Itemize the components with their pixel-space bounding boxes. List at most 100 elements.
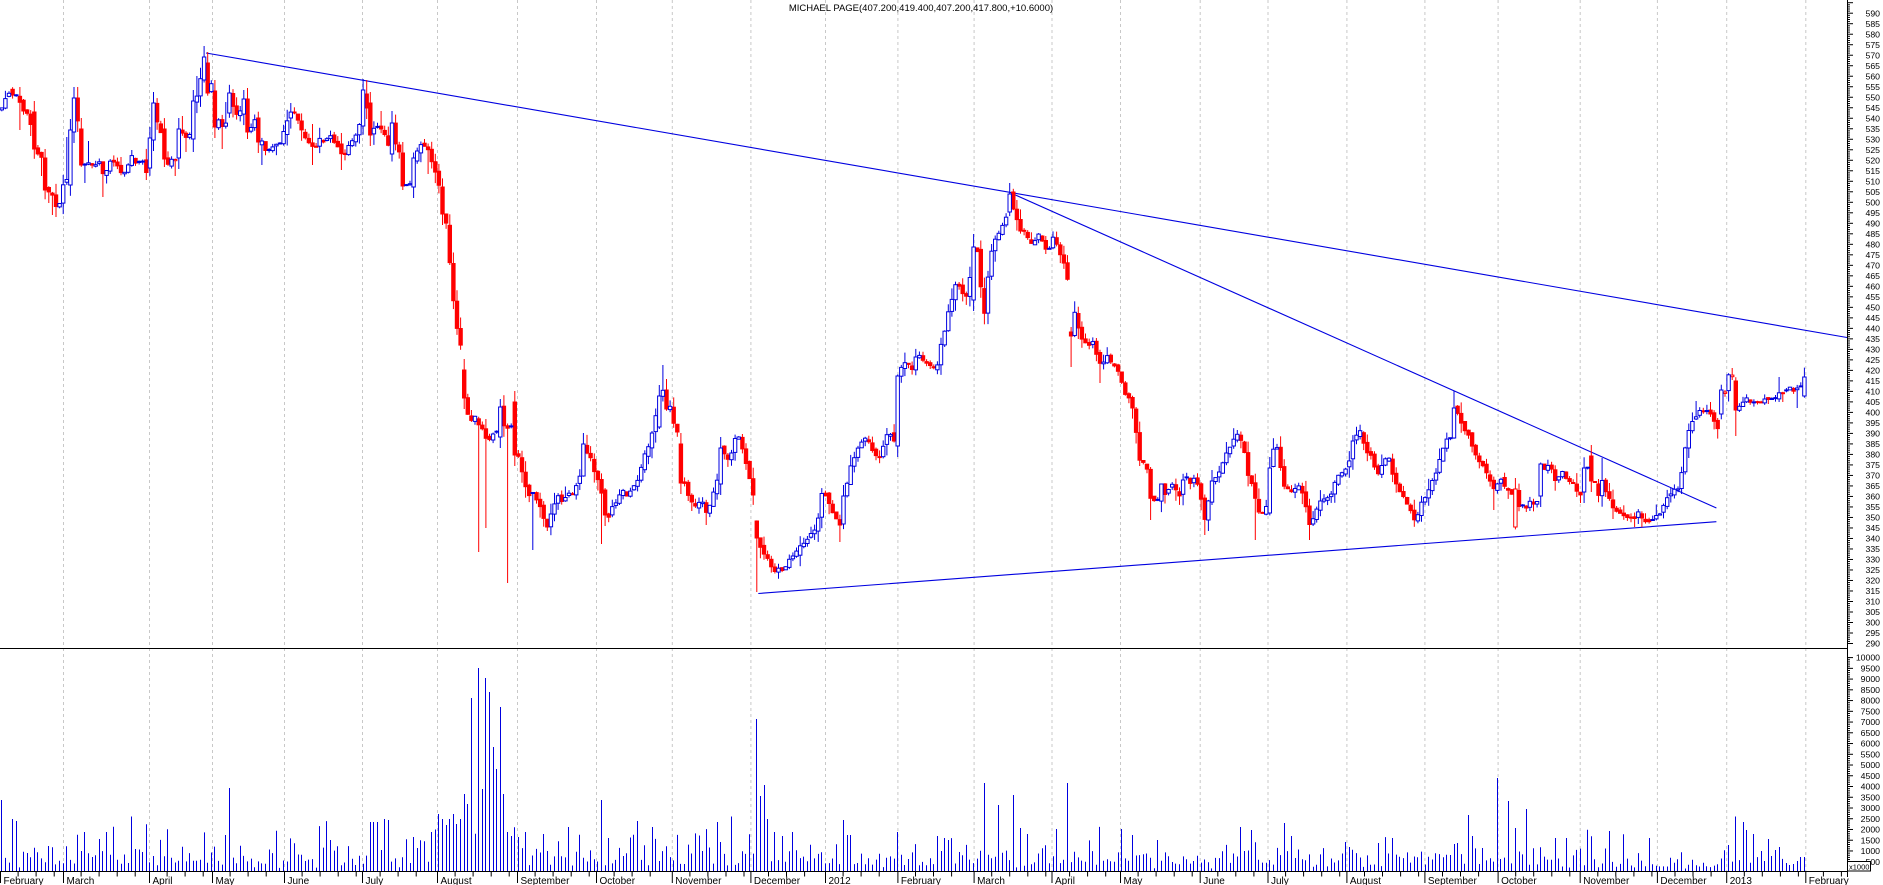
svg-text:2000: 2000	[1861, 825, 1880, 835]
svg-text:345: 345	[1866, 523, 1881, 533]
svg-text:520: 520	[1866, 155, 1881, 165]
svg-text:325: 325	[1866, 565, 1881, 575]
svg-text:475: 475	[1866, 250, 1881, 260]
svg-text:495: 495	[1866, 208, 1881, 218]
svg-text:1000: 1000	[1861, 846, 1880, 856]
svg-text:5500: 5500	[1861, 749, 1880, 759]
svg-text:350: 350	[1866, 513, 1881, 523]
svg-text:385: 385	[1866, 439, 1881, 449]
svg-text:5000: 5000	[1861, 760, 1880, 770]
svg-text:March: March	[977, 876, 1005, 885]
svg-text:1500: 1500	[1861, 835, 1880, 845]
svg-text:540: 540	[1866, 113, 1881, 123]
svg-text:550: 550	[1866, 92, 1881, 102]
svg-text:4000: 4000	[1861, 782, 1880, 792]
svg-text:7500: 7500	[1861, 706, 1880, 716]
svg-text:505: 505	[1866, 187, 1881, 197]
svg-text:2013: 2013	[1730, 876, 1753, 885]
svg-text:August: August	[441, 876, 472, 885]
svg-text:335: 335	[1866, 544, 1881, 554]
svg-text:March: March	[67, 876, 95, 885]
svg-text:365: 365	[1866, 481, 1881, 491]
svg-text:440: 440	[1866, 324, 1881, 334]
svg-text:October: October	[600, 876, 636, 885]
svg-text:535: 535	[1866, 124, 1881, 134]
svg-text:560: 560	[1866, 71, 1881, 81]
svg-text:September: September	[521, 876, 571, 885]
svg-text:420: 420	[1866, 366, 1881, 376]
svg-text:390: 390	[1866, 429, 1881, 439]
svg-text:MICHAEL PAGE(407.200,419.400,4: MICHAEL PAGE(407.200,419.400,407.200,417…	[789, 3, 1053, 14]
svg-text:July: July	[366, 876, 384, 885]
svg-text:December: December	[754, 876, 801, 885]
svg-text:570: 570	[1866, 50, 1881, 60]
svg-text:485: 485	[1866, 229, 1881, 239]
svg-text:6500: 6500	[1861, 728, 1880, 738]
svg-text:x1000: x1000	[1849, 863, 1869, 872]
svg-text:490: 490	[1866, 218, 1881, 228]
svg-text:December: December	[1660, 876, 1707, 885]
svg-text:February: February	[901, 876, 941, 885]
svg-text:February: February	[1809, 876, 1849, 885]
svg-text:2012: 2012	[829, 876, 852, 885]
svg-text:430: 430	[1866, 345, 1881, 355]
svg-text:500: 500	[1866, 857, 1881, 867]
svg-text:9000: 9000	[1861, 674, 1880, 684]
svg-text:435: 435	[1866, 334, 1881, 344]
svg-text:510: 510	[1866, 176, 1881, 186]
svg-text:500: 500	[1866, 197, 1881, 207]
svg-text:400: 400	[1866, 408, 1881, 418]
svg-text:405: 405	[1866, 397, 1881, 407]
svg-text:3500: 3500	[1861, 792, 1880, 802]
svg-text:November: November	[675, 876, 722, 885]
svg-text:310: 310	[1866, 597, 1881, 607]
svg-text:320: 320	[1866, 576, 1881, 586]
svg-text:380: 380	[1866, 450, 1881, 460]
svg-text:545: 545	[1866, 103, 1881, 113]
svg-text:590: 590	[1866, 8, 1881, 18]
svg-text:360: 360	[1866, 492, 1881, 502]
svg-text:375: 375	[1866, 460, 1881, 470]
svg-text:330: 330	[1866, 555, 1881, 565]
svg-text:450: 450	[1866, 302, 1881, 312]
svg-text:April: April	[153, 876, 173, 885]
svg-text:370: 370	[1866, 471, 1881, 481]
svg-text:410: 410	[1866, 387, 1881, 397]
svg-text:460: 460	[1866, 281, 1881, 291]
svg-text:580: 580	[1866, 29, 1881, 39]
svg-text:February: February	[4, 876, 44, 885]
svg-text:June: June	[1203, 876, 1225, 885]
svg-text:8000: 8000	[1861, 696, 1880, 706]
svg-text:September: September	[1428, 876, 1478, 885]
svg-text:290: 290	[1866, 639, 1881, 649]
svg-text:2500: 2500	[1861, 814, 1880, 824]
svg-text:August: August	[1350, 876, 1381, 885]
svg-text:June: June	[288, 876, 310, 885]
svg-text:10000: 10000	[1856, 653, 1880, 663]
svg-text:May: May	[1124, 876, 1143, 885]
svg-text:480: 480	[1866, 239, 1881, 249]
svg-text:295: 295	[1866, 628, 1881, 638]
svg-text:3000: 3000	[1861, 803, 1880, 813]
svg-text:565: 565	[1866, 61, 1881, 71]
svg-text:425: 425	[1866, 355, 1881, 365]
svg-text:415: 415	[1866, 376, 1881, 386]
svg-text:July: July	[1271, 876, 1289, 885]
svg-text:4500: 4500	[1861, 771, 1880, 781]
svg-text:8500: 8500	[1861, 685, 1880, 695]
svg-text:6000: 6000	[1861, 739, 1880, 749]
svg-text:April: April	[1055, 876, 1075, 885]
svg-text:525: 525	[1866, 145, 1881, 155]
svg-text:395: 395	[1866, 418, 1881, 428]
svg-text:340: 340	[1866, 534, 1881, 544]
svg-text:585: 585	[1866, 19, 1881, 29]
svg-text:300: 300	[1866, 618, 1881, 628]
svg-text:465: 465	[1866, 271, 1881, 281]
svg-text:555: 555	[1866, 82, 1881, 92]
svg-text:November: November	[1583, 876, 1630, 885]
svg-text:575: 575	[1866, 40, 1881, 50]
svg-text:9500: 9500	[1861, 663, 1880, 673]
svg-text:305: 305	[1866, 607, 1881, 617]
svg-text:May: May	[216, 876, 235, 885]
svg-text:October: October	[1501, 876, 1537, 885]
